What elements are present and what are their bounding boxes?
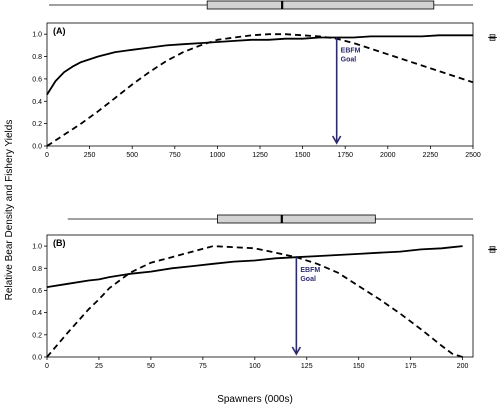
x-tick-label: 200: [457, 363, 469, 370]
goal-arrow-head: [331, 135, 342, 145]
x-tick-label: 2500: [465, 152, 481, 159]
y-tick-label: 0.4: [32, 99, 42, 106]
y-tick-label: 0.6: [32, 76, 42, 83]
panel-label: (B): [53, 238, 66, 248]
y-tick-label: 0.8: [32, 266, 42, 273]
series-line-dashed: [46, 245, 463, 358]
x-tick-label: 125: [301, 363, 313, 370]
x-tick-label: 175: [405, 363, 417, 370]
x-tick-label: 1250: [252, 152, 268, 159]
x-tick-label: 50: [147, 363, 155, 370]
x-tick-label: 150: [353, 363, 365, 370]
goal-label-line2: Goal: [341, 57, 357, 64]
x-tick-label: 750: [169, 152, 181, 159]
x-tick-label: 1500: [295, 152, 311, 159]
y-tick-label: 0.2: [32, 121, 42, 128]
panel-label: (A): [53, 26, 66, 36]
y-tick-label: 0.8: [32, 54, 42, 61]
goal-arrow-head: [291, 346, 302, 356]
x-tick-label: 0: [45, 152, 49, 159]
plot-frame: [46, 22, 474, 147]
x-axis-title: Spawners (000s): [217, 394, 293, 405]
series-line-solid: [46, 245, 463, 288]
y-tick-label: 0.0: [32, 144, 42, 151]
x-tick-label: 500: [126, 152, 138, 159]
boxplot-box: [206, 0, 435, 10]
y-tick-label: 0.0: [32, 355, 42, 362]
x-tick-label: 25: [95, 363, 103, 370]
y-tick-label: 1.0: [32, 32, 42, 39]
goal-label-line1: EBFM: [341, 48, 361, 55]
x-tick-label: 250: [84, 152, 96, 159]
goal-label-line1: EBFM: [300, 267, 320, 274]
x-tick-label: 2250: [423, 152, 439, 159]
y-tick-label: 0.6: [32, 288, 42, 295]
chart-panel-a: (A) 0.0 0.2 0.4 0.6 0.8 1.0 0 250 500 750 1000 1250 1…: [32, 0, 497, 159]
x-tick-label: 75: [199, 363, 207, 370]
boxplot-box: [216, 214, 376, 224]
x-tick-label: 1000: [210, 152, 226, 159]
x-tick-label: 100: [249, 363, 261, 370]
plot-frame: [46, 234, 474, 358]
x-tick-label: 2000: [380, 152, 396, 159]
series-line-solid: [46, 34, 473, 96]
x-tick-label: 0: [45, 363, 49, 370]
x-tick-label: 1750: [337, 152, 353, 159]
chart-panel-b: (B) 0.0 0.2 0.4 0.6 0.8 1.0 0 25 50 75 100 125 150 175…: [32, 214, 497, 370]
y-tick-label: 1.0: [32, 244, 42, 251]
goal-label-line2: Goal: [300, 276, 316, 283]
series-line-dashed: [46, 33, 474, 147]
y-tick-label: 0.2: [32, 332, 42, 339]
y-axis-title: Relative Bear Density and Fishery Yields: [4, 120, 15, 301]
y-tick-label: 0.4: [32, 310, 42, 317]
